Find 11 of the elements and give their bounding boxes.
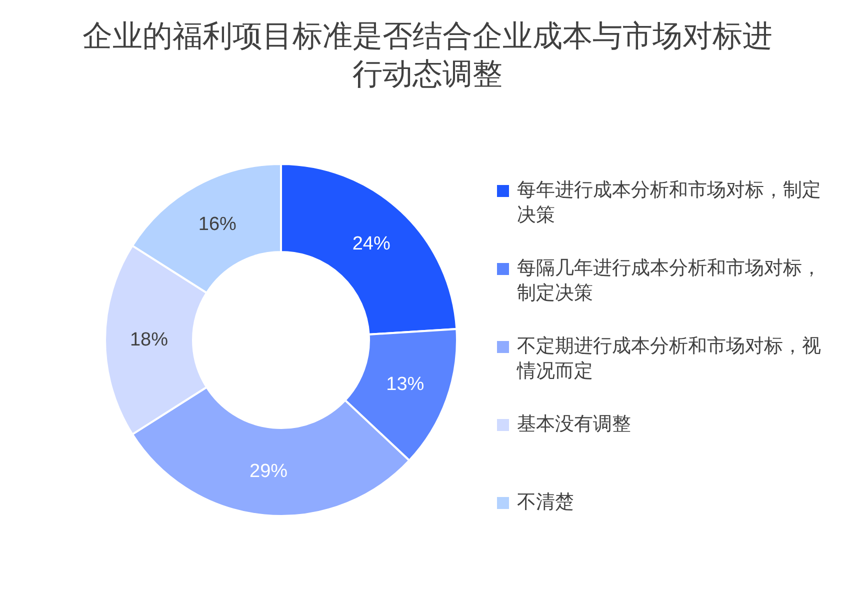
data-label: 24% bbox=[352, 233, 390, 254]
legend-label: 基本没有调整 bbox=[517, 413, 631, 437]
data-label: 13% bbox=[386, 374, 424, 396]
chart-title: 企业的福利项目标准是否结合企业成本与市场对标进行动态调整 bbox=[82, 19, 774, 93]
data-label: 16% bbox=[198, 214, 237, 235]
legend-label: 每年进行成本分析和市场对标，制定决策 bbox=[517, 179, 822, 228]
legend-label: 不定期进行成本分析和市场对标，视情况而定 bbox=[517, 335, 822, 384]
legend-label: 不清楚 bbox=[517, 491, 574, 515]
data-label: 18% bbox=[130, 330, 168, 350]
data-label: 29% bbox=[250, 460, 288, 482]
legend-label: 每隔几年进行成本分析和市场对标，制定决策 bbox=[517, 257, 822, 306]
